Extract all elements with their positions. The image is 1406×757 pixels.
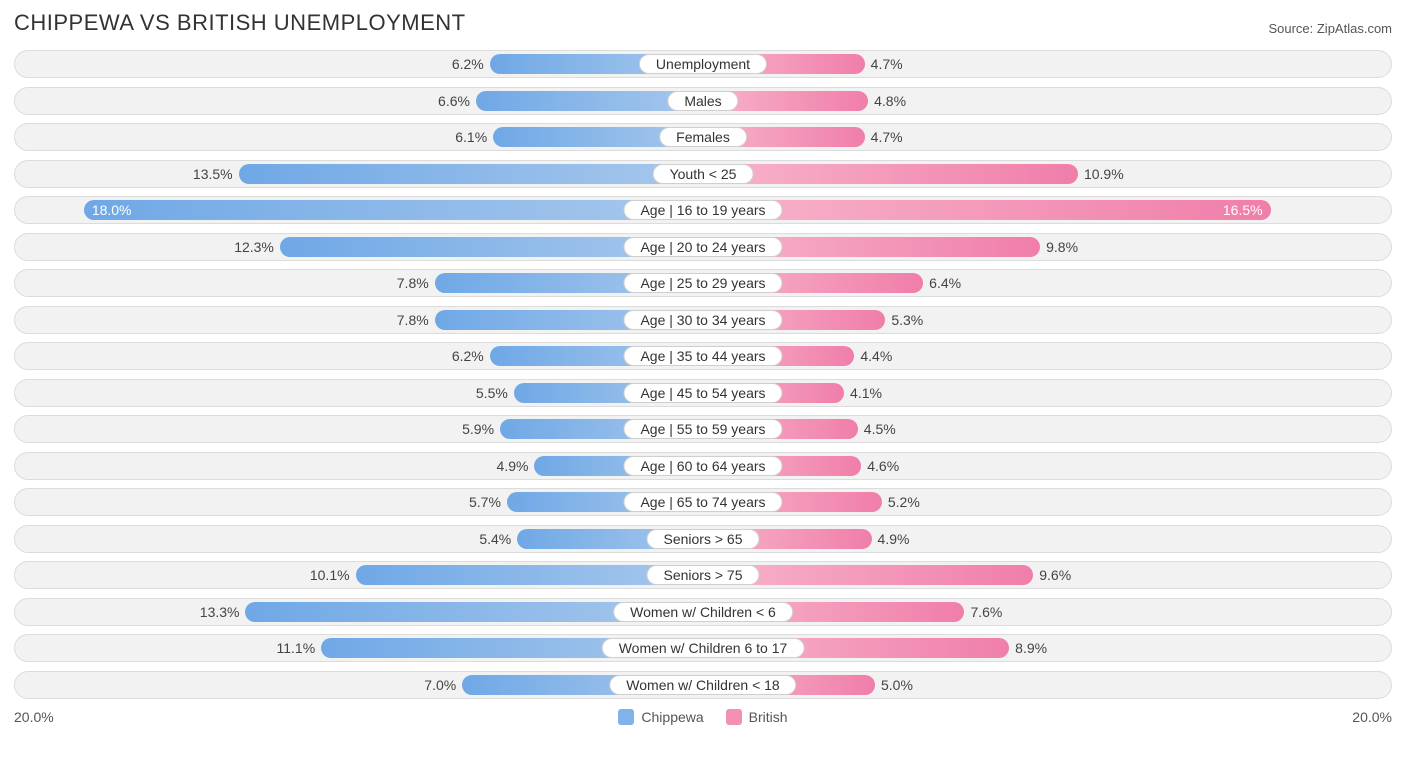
chart-row: 18.0% 16.5% Age | 16 to 19 years	[14, 196, 1392, 224]
chart-row: 4.9% 4.6% Age | 60 to 64 years	[14, 452, 1392, 480]
category-pill: Age | 45 to 54 years	[623, 383, 782, 403]
legend: Chippewa British	[618, 709, 787, 725]
value-label-right: 4.5%	[858, 421, 896, 437]
value-label-right: 5.0%	[875, 677, 913, 693]
chart-row: 6.1% 4.7% Females	[14, 123, 1392, 151]
value-label-right: 4.8%	[868, 93, 906, 109]
category-pill: Age | 30 to 34 years	[623, 310, 782, 330]
category-pill: Seniors > 75	[647, 565, 760, 585]
value-label-left: 6.6%	[438, 93, 476, 109]
value-label-left: 4.9%	[497, 458, 535, 474]
value-label-right: 4.4%	[854, 348, 892, 364]
chart-row: 13.3% 7.6% Women w/ Children < 6	[14, 598, 1392, 626]
value-label-right: 16.5%	[1223, 202, 1263, 218]
category-pill: Seniors > 65	[647, 529, 760, 549]
value-label-right: 6.4%	[923, 275, 961, 291]
category-pill: Age | 35 to 44 years	[623, 346, 782, 366]
value-label-right: 4.7%	[865, 56, 903, 72]
category-pill: Age | 55 to 59 years	[623, 419, 782, 439]
value-label-left: 12.3%	[234, 239, 280, 255]
value-label-right: 10.9%	[1078, 166, 1124, 182]
category-pill: Age | 65 to 74 years	[623, 492, 782, 512]
chart-row: 5.9% 4.5% Age | 55 to 59 years	[14, 415, 1392, 443]
value-label-right: 5.3%	[885, 312, 923, 328]
chart-row: 5.5% 4.1% Age | 45 to 54 years	[14, 379, 1392, 407]
butterfly-chart: 6.2% 4.7% Unemployment 6.6% 4.8% Males 6.1% 4.7…	[14, 50, 1392, 699]
bar-left: 18.0%	[84, 200, 703, 220]
value-label-left: 7.8%	[397, 312, 435, 328]
chart-row: 11.1% 8.9% Women w/ Children 6 to 17	[14, 634, 1392, 662]
value-label-right: 8.9%	[1009, 640, 1047, 656]
chart-row: 12.3% 9.8% Age | 20 to 24 years	[14, 233, 1392, 261]
chart-row: 7.8% 5.3% Age | 30 to 34 years	[14, 306, 1392, 334]
value-label-right: 9.6%	[1033, 567, 1071, 583]
category-pill: Males	[667, 91, 738, 111]
category-pill: Women w/ Children 6 to 17	[602, 638, 805, 658]
category-pill: Age | 20 to 24 years	[623, 237, 782, 257]
legend-label-left: Chippewa	[641, 709, 703, 725]
category-pill: Unemployment	[639, 54, 767, 74]
legend-label-right: British	[749, 709, 788, 725]
category-pill: Females	[659, 127, 747, 147]
chart-row: 6.2% 4.7% Unemployment	[14, 50, 1392, 78]
chart-row: 5.7% 5.2% Age | 65 to 74 years	[14, 488, 1392, 516]
value-label-right: 4.9%	[872, 531, 910, 547]
legend-item-british: British	[726, 709, 788, 725]
category-pill: Women w/ Children < 6	[613, 602, 793, 622]
chart-footer: 20.0% Chippewa British 20.0%	[14, 709, 1392, 725]
value-label-right: 5.2%	[882, 494, 920, 510]
chart-row: 6.6% 4.8% Males	[14, 87, 1392, 115]
value-label-right: 4.6%	[861, 458, 899, 474]
value-label-right: 4.1%	[844, 385, 882, 401]
chart-row: 13.5%10.9%Youth < 25	[14, 160, 1392, 188]
value-label-left: 5.5%	[476, 385, 514, 401]
legend-item-chippewa: Chippewa	[618, 709, 703, 725]
bar-right: 10.9%	[703, 164, 1078, 184]
value-label-left: 6.2%	[452, 348, 490, 364]
value-label-left: 6.1%	[455, 129, 493, 145]
value-label-right: 7.6%	[964, 604, 1002, 620]
axis-left-max: 20.0%	[14, 709, 54, 725]
legend-swatch-left	[618, 709, 634, 725]
value-label-left: 5.7%	[469, 494, 507, 510]
chart-header: CHIPPEWA VS BRITISH UNEMPLOYMENT Source:…	[14, 10, 1392, 36]
chart-row: 6.2% 4.4% Age | 35 to 44 years	[14, 342, 1392, 370]
bar-right: 16.5%	[703, 200, 1271, 220]
chart-row: 7.8% 6.4% Age | 25 to 29 years	[14, 269, 1392, 297]
value-label-left: 13.5%	[193, 166, 239, 182]
value-label-left: 7.0%	[424, 677, 462, 693]
chart-row: 10.1% 9.6% Seniors > 75	[14, 561, 1392, 589]
value-label-right: 9.8%	[1040, 239, 1078, 255]
value-label-left: 5.4%	[479, 531, 517, 547]
value-label-right: 4.7%	[865, 129, 903, 145]
value-label-left: 13.3%	[200, 604, 246, 620]
category-pill: Age | 60 to 64 years	[623, 456, 782, 476]
value-label-left: 11.1%	[277, 640, 322, 656]
chart-row: 5.4% 4.9% Seniors > 65	[14, 525, 1392, 553]
value-label-left: 7.8%	[397, 275, 435, 291]
value-label-left: 6.2%	[452, 56, 490, 72]
chart-title: CHIPPEWA VS BRITISH UNEMPLOYMENT	[14, 10, 466, 36]
value-label-left: 10.1%	[310, 567, 356, 583]
value-label-left: 5.9%	[462, 421, 500, 437]
chart-row: 7.0% 5.0% Women w/ Children < 18	[14, 671, 1392, 699]
value-label-left: 18.0%	[92, 202, 132, 218]
category-pill: Youth < 25	[653, 164, 754, 184]
category-pill: Women w/ Children < 18	[609, 675, 796, 695]
bar-left: 13.5%	[239, 164, 703, 184]
chart-source: Source: ZipAtlas.com	[1268, 21, 1392, 36]
axis-right-max: 20.0%	[1352, 709, 1392, 725]
legend-swatch-right	[726, 709, 742, 725]
category-pill: Age | 16 to 19 years	[623, 200, 782, 220]
category-pill: Age | 25 to 29 years	[623, 273, 782, 293]
